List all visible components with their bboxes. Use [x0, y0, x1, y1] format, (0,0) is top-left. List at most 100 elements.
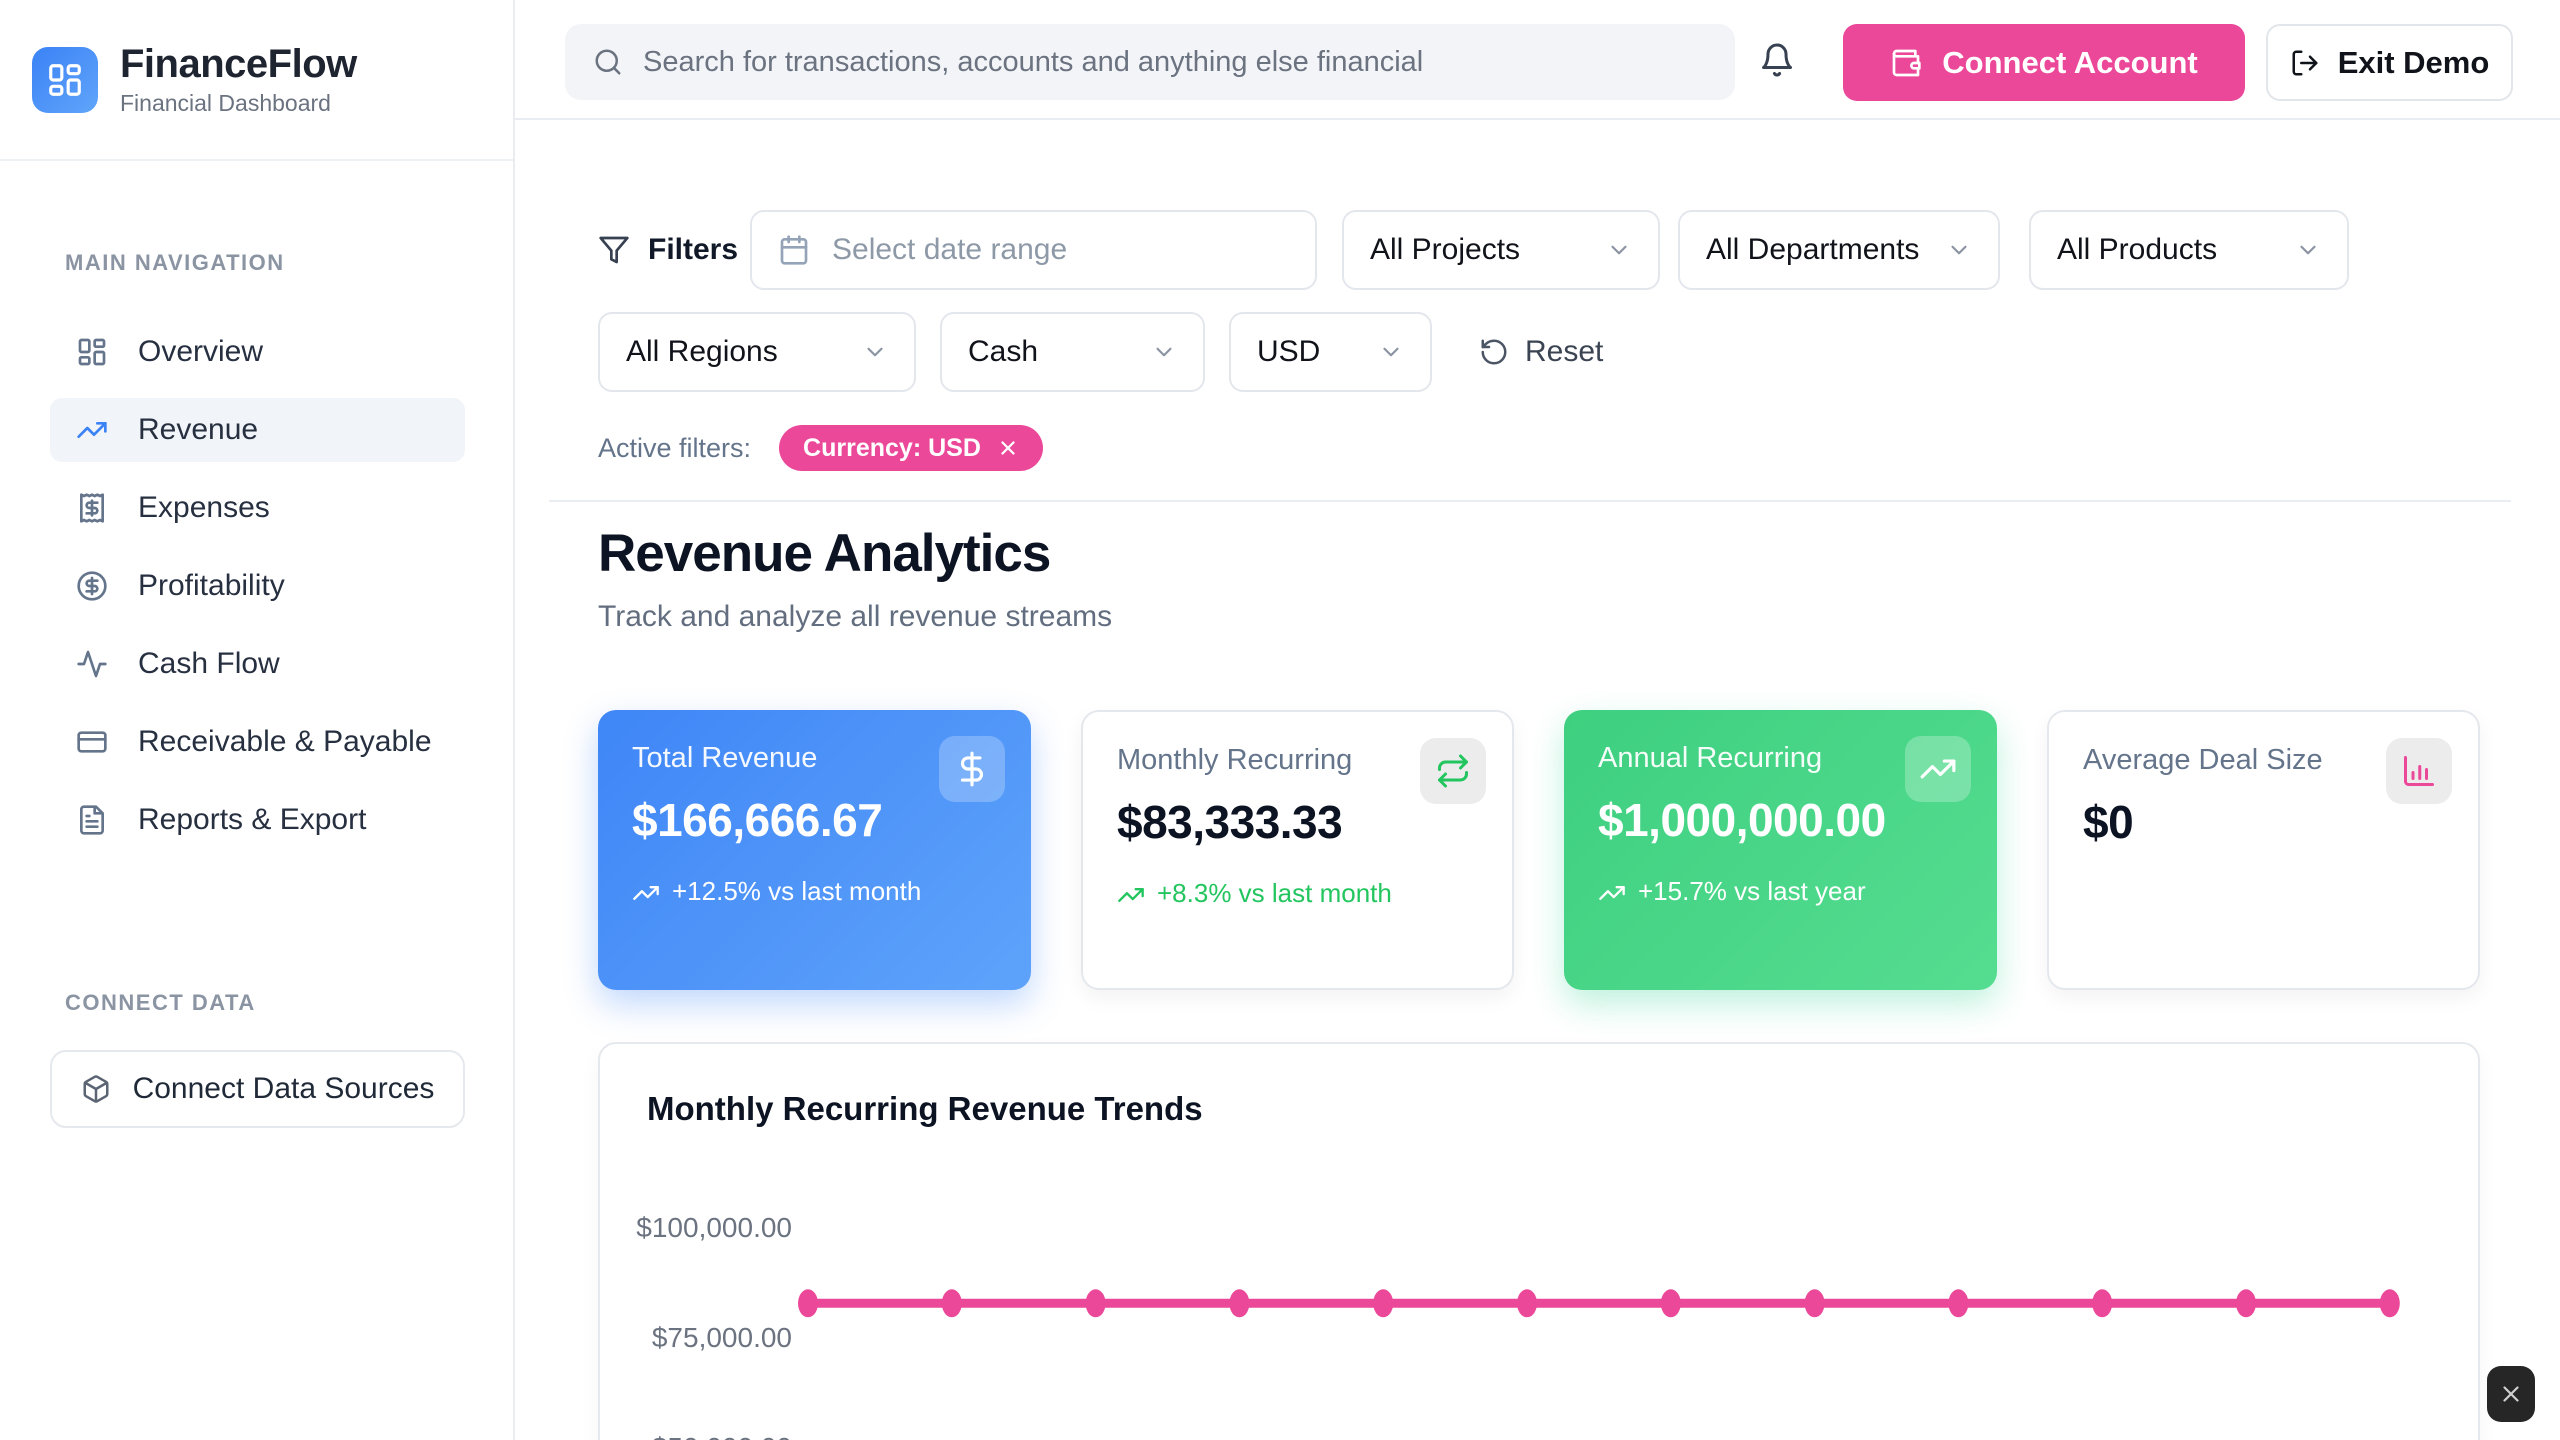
sidebar-item-cash-flow[interactable]: Cash Flow: [50, 632, 465, 696]
stat-change: +8.3% vs last month: [1157, 878, 1392, 908]
cube-icon: [81, 1074, 111, 1104]
close-overlay-button[interactable]: [2487, 1366, 2535, 1422]
chevron-down-icon: [1946, 237, 1972, 263]
reset-filters-button[interactable]: Reset: [1479, 312, 1603, 392]
mrr-trends-card: Monthly Recurring Revenue Trends $100,00…: [598, 1042, 2480, 1440]
chevron-down-icon: [1378, 339, 1404, 365]
trending-up-icon: [1117, 881, 1145, 909]
file-text-icon: [76, 804, 108, 836]
connect-data-sources-button[interactable]: Connect Data Sources: [50, 1050, 465, 1128]
date-range-placeholder: Select date range: [832, 233, 1068, 266]
funnel-icon: [598, 234, 630, 266]
sidebar-item-label: Revenue: [138, 413, 259, 446]
sidebar-item-revenue[interactable]: Revenue: [50, 398, 465, 462]
regions-select-value: All Regions: [626, 335, 778, 368]
sidebar-item-label: Reports & Export: [138, 803, 367, 836]
reset-label: Reset: [1525, 335, 1604, 368]
stat-value: $1,000,000.00: [1598, 794, 1886, 846]
search-icon: [593, 47, 623, 77]
sidebar-item-receivable-payable[interactable]: Receivable & Payable: [50, 710, 465, 774]
connect-data-section-label: CONNECT DATA: [65, 990, 256, 1015]
bell-icon: [1762, 43, 1792, 77]
chevron-down-icon: [1606, 237, 1632, 263]
stat-card-total-revenue: Total Revenue $166,666.67 +12.5% vs last…: [598, 710, 1031, 990]
search-input[interactable]: [643, 45, 1707, 79]
exit-demo-button[interactable]: Exit Demo: [2266, 24, 2513, 101]
currency-select-value: USD: [1257, 335, 1321, 368]
currency-select[interactable]: USD: [1229, 312, 1432, 392]
dashboard-grid-icon: [49, 63, 81, 96]
regions-select[interactable]: All Regions: [598, 312, 916, 392]
departments-select[interactable]: All Departments: [1678, 210, 2000, 290]
stat-change: +12.5% vs last month: [672, 876, 922, 906]
mrr-line-chart: [798, 1289, 2400, 1318]
nav-section-label: MAIN NAVIGATION: [65, 250, 285, 275]
stat-value: $0: [2083, 796, 2134, 848]
stat-value: $83,333.33: [1117, 796, 1343, 848]
sidebar-item-overview[interactable]: Overview: [50, 320, 465, 384]
exit-demo-label: Exit Demo: [2337, 44, 2490, 80]
chevron-down-icon: [1151, 339, 1177, 365]
section-divider: [549, 500, 2511, 502]
receipt-icon: [76, 492, 108, 524]
active-filter-chip-currency[interactable]: Currency: USD: [779, 425, 1043, 471]
connect-account-button[interactable]: Connect Account: [1843, 24, 2245, 101]
chart-title: Monthly Recurring Revenue Trends: [647, 1090, 1203, 1127]
filters-title: Filters: [648, 233, 739, 266]
rotate-ccw-icon: [1479, 337, 1509, 367]
stat-label: Annual Recurring: [1598, 742, 1823, 774]
stat-label: Average Deal Size: [2083, 744, 2323, 776]
filters-header: Filters: [598, 210, 738, 290]
stat-label: Monthly Recurring: [1117, 744, 1353, 776]
stat-value: $166,666.67: [632, 794, 883, 846]
sidebar-item-label: Profitability: [138, 569, 285, 602]
dollar-circle-icon: [76, 570, 108, 602]
trending-up-icon: [632, 879, 660, 907]
stat-card-monthly-recurring: Monthly Recurring $83,333.33 +8.3% vs la…: [1081, 710, 1514, 990]
trending-up-icon: [76, 414, 108, 446]
projects-select-value: All Projects: [1370, 233, 1521, 266]
main-content: Filters Select date range All Projects A…: [515, 122, 2560, 1440]
stat-card-annual-recurring: Annual Recurring $1,000,000.00 +15.7% vs…: [1564, 710, 1997, 990]
y-axis-tick-partial: $50,000.00: [600, 1432, 792, 1440]
page-title: Revenue Analytics: [598, 524, 1051, 583]
sidebar: FinanceFlow Financial Dashboard MAIN NAV…: [0, 0, 515, 1440]
stat-change: +15.7% vs last year: [1638, 876, 1866, 906]
connect-data-sources-label: Connect Data Sources: [132, 1072, 435, 1105]
date-range-picker[interactable]: Select date range: [750, 210, 1317, 290]
app-logo: [32, 46, 98, 113]
stat-card-average-deal-size: Average Deal Size $0: [2047, 710, 2480, 990]
sidebar-item-label: Overview: [138, 335, 264, 368]
credit-card-icon: [76, 726, 108, 758]
sidebar-item-label: Expenses: [138, 491, 270, 524]
y-axis-tick: $75,000.00: [651, 1322, 792, 1353]
logout-icon: [2290, 48, 2320, 78]
chevron-down-icon: [2295, 237, 2321, 263]
projects-select[interactable]: All Projects: [1342, 210, 1660, 290]
connect-account-label: Connect Account: [1942, 44, 2198, 80]
calendar-icon: [778, 234, 810, 266]
sidebar-item-expenses[interactable]: Expenses: [50, 476, 465, 540]
wallet-icon: [1890, 47, 1922, 79]
brand-header: FinanceFlow Financial Dashboard: [0, 0, 513, 161]
sidebar-item-profitability[interactable]: Profitability: [50, 554, 465, 618]
y-axis-tick: $100,000.00: [636, 1212, 792, 1243]
sidebar-item-label: Cash Flow: [138, 647, 280, 680]
sidebar-item-reports-export[interactable]: Reports & Export: [50, 788, 465, 852]
repeat-icon: [1420, 738, 1486, 804]
bar-chart-icon: [2386, 738, 2452, 804]
products-select[interactable]: All Products: [2029, 210, 2349, 290]
departments-select-value: All Departments: [1706, 233, 1920, 266]
stat-label: Total Revenue: [632, 742, 818, 774]
notifications-bell-button[interactable]: [1759, 42, 1795, 81]
active-filters-label: Active filters:: [598, 432, 752, 463]
chevron-down-icon: [862, 339, 888, 365]
dollar-icon: [939, 736, 1005, 802]
chip-close-icon[interactable]: [997, 437, 1019, 459]
app-title: FinanceFlow: [120, 41, 357, 86]
trending-up-icon: [1598, 879, 1626, 907]
sidebar-item-label: Receivable & Payable: [138, 725, 432, 758]
app-subtitle: Financial Dashboard: [120, 89, 331, 116]
products-select-value: All Products: [2057, 233, 2218, 266]
payment-type-select[interactable]: Cash: [940, 312, 1205, 392]
